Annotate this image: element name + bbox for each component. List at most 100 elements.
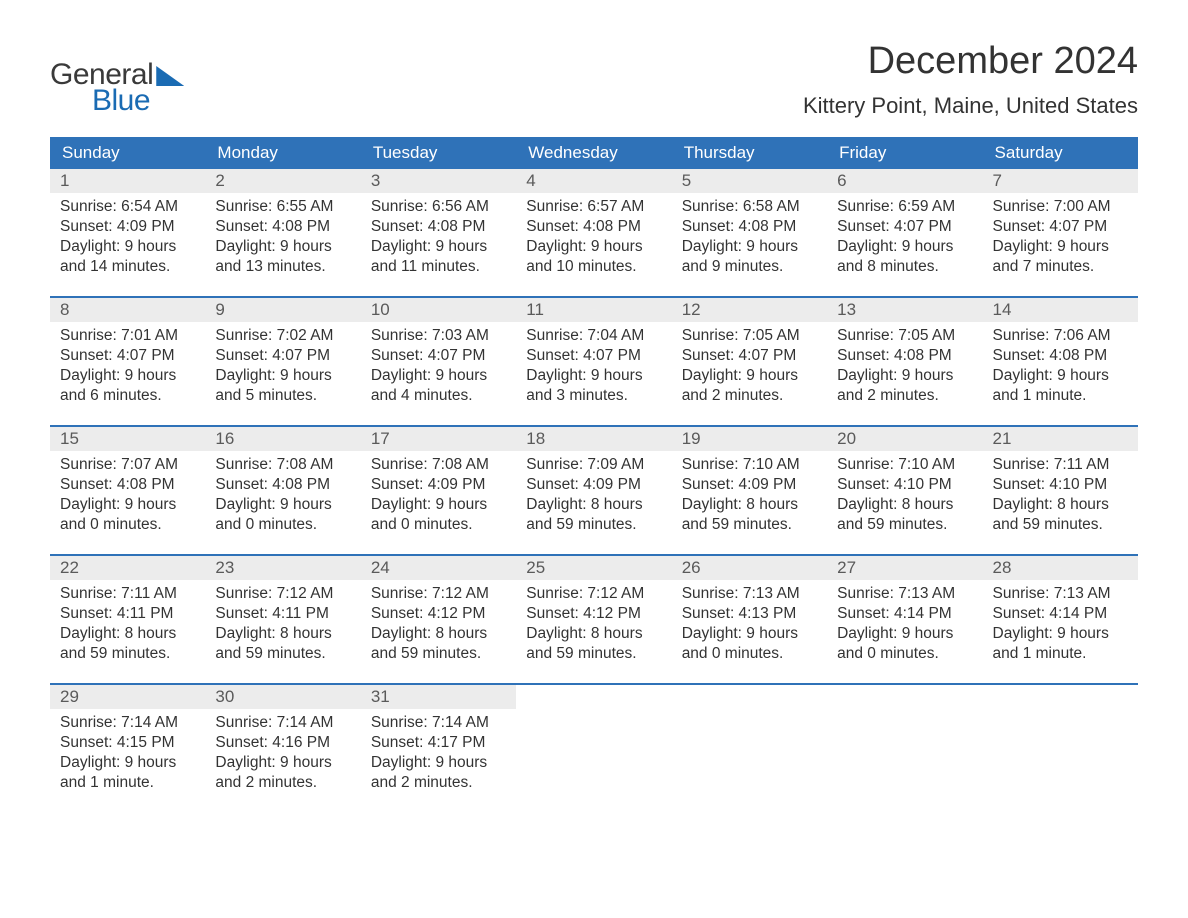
calendar-empty-cell [672, 685, 827, 813]
daylight-line-1: Daylight: 9 hours [215, 753, 350, 773]
calendar-day-cell: 7Sunrise: 7:00 AMSunset: 4:07 PMDaylight… [983, 169, 1138, 297]
day-data: Sunrise: 7:07 AMSunset: 4:08 PMDaylight:… [50, 451, 205, 544]
day-data: Sunrise: 7:03 AMSunset: 4:07 PMDaylight:… [361, 322, 516, 415]
day-data: Sunrise: 7:08 AMSunset: 4:09 PMDaylight:… [361, 451, 516, 544]
day-data: Sunrise: 7:06 AMSunset: 4:08 PMDaylight:… [983, 322, 1138, 415]
daylight-line-1: Daylight: 9 hours [993, 237, 1128, 257]
day-number: 22 [50, 556, 205, 580]
calendar-day-cell: 30Sunrise: 7:14 AMSunset: 4:16 PMDayligh… [205, 685, 360, 813]
sunset-line: Sunset: 4:12 PM [371, 604, 506, 624]
calendar-day-cell: 27Sunrise: 7:13 AMSunset: 4:14 PMDayligh… [827, 556, 982, 684]
sunrise-line: Sunrise: 7:11 AM [60, 584, 195, 604]
calendar-day-cell: 2Sunrise: 6:55 AMSunset: 4:08 PMDaylight… [205, 169, 360, 297]
day-data: Sunrise: 7:13 AMSunset: 4:14 PMDaylight:… [983, 580, 1138, 673]
day-number: 9 [205, 298, 360, 322]
daylight-line-2: and 11 minutes. [371, 257, 506, 277]
day-number: 8 [50, 298, 205, 322]
weekday-header: Monday [205, 137, 360, 169]
sunset-line: Sunset: 4:10 PM [993, 475, 1128, 495]
calendar-week-row: 22Sunrise: 7:11 AMSunset: 4:11 PMDayligh… [50, 556, 1138, 684]
daylight-line-1: Daylight: 8 hours [526, 624, 661, 644]
sunset-line: Sunset: 4:07 PM [371, 346, 506, 366]
day-number: 10 [361, 298, 516, 322]
daylight-line-1: Daylight: 9 hours [993, 624, 1128, 644]
calendar-day-cell: 14Sunrise: 7:06 AMSunset: 4:08 PMDayligh… [983, 298, 1138, 426]
day-data: Sunrise: 7:11 AMSunset: 4:10 PMDaylight:… [983, 451, 1138, 544]
sunset-line: Sunset: 4:11 PM [215, 604, 350, 624]
brand-logo: General Blue [50, 40, 184, 118]
calendar-day-cell: 24Sunrise: 7:12 AMSunset: 4:12 PMDayligh… [361, 556, 516, 684]
calendar-day-cell: 11Sunrise: 7:04 AMSunset: 4:07 PMDayligh… [516, 298, 671, 426]
calendar-day-cell: 29Sunrise: 7:14 AMSunset: 4:15 PMDayligh… [50, 685, 205, 813]
day-number: 27 [827, 556, 982, 580]
sunset-line: Sunset: 4:08 PM [60, 475, 195, 495]
calendar-day-cell: 15Sunrise: 7:07 AMSunset: 4:08 PMDayligh… [50, 427, 205, 555]
daylight-line-1: Daylight: 9 hours [526, 366, 661, 386]
daylight-line-1: Daylight: 9 hours [837, 366, 972, 386]
calendar-day-cell: 25Sunrise: 7:12 AMSunset: 4:12 PMDayligh… [516, 556, 671, 684]
daylight-line-2: and 14 minutes. [60, 257, 195, 277]
day-data: Sunrise: 7:02 AMSunset: 4:07 PMDaylight:… [205, 322, 360, 415]
sunset-line: Sunset: 4:08 PM [215, 475, 350, 495]
calendar-day-cell: 13Sunrise: 7:05 AMSunset: 4:08 PMDayligh… [827, 298, 982, 426]
sunset-line: Sunset: 4:08 PM [371, 217, 506, 237]
calendar-empty-cell [516, 685, 671, 813]
sunset-line: Sunset: 4:08 PM [682, 217, 817, 237]
sunset-line: Sunset: 4:14 PM [837, 604, 972, 624]
sunrise-line: Sunrise: 7:10 AM [682, 455, 817, 475]
day-number: 31 [361, 685, 516, 709]
sunset-line: Sunset: 4:16 PM [215, 733, 350, 753]
day-number: 15 [50, 427, 205, 451]
sunset-line: Sunset: 4:07 PM [682, 346, 817, 366]
day-number: 29 [50, 685, 205, 709]
calendar-day-cell: 28Sunrise: 7:13 AMSunset: 4:14 PMDayligh… [983, 556, 1138, 684]
day-data: Sunrise: 7:14 AMSunset: 4:17 PMDaylight:… [361, 709, 516, 802]
day-data: Sunrise: 7:14 AMSunset: 4:15 PMDaylight:… [50, 709, 205, 802]
day-data: Sunrise: 7:10 AMSunset: 4:09 PMDaylight:… [672, 451, 827, 544]
sunrise-line: Sunrise: 7:12 AM [526, 584, 661, 604]
daylight-line-1: Daylight: 9 hours [371, 366, 506, 386]
page-header: General Blue December 2024 Kittery Point… [50, 40, 1138, 131]
day-data: Sunrise: 7:12 AMSunset: 4:12 PMDaylight:… [361, 580, 516, 673]
day-data: Sunrise: 7:01 AMSunset: 4:07 PMDaylight:… [50, 322, 205, 415]
daylight-line-1: Daylight: 9 hours [371, 753, 506, 773]
sunset-line: Sunset: 4:08 PM [837, 346, 972, 366]
sunset-line: Sunset: 4:07 PM [837, 217, 972, 237]
calendar-day-cell: 26Sunrise: 7:13 AMSunset: 4:13 PMDayligh… [672, 556, 827, 684]
calendar-day-cell: 19Sunrise: 7:10 AMSunset: 4:09 PMDayligh… [672, 427, 827, 555]
sunset-line: Sunset: 4:07 PM [60, 346, 195, 366]
calendar-day-cell: 23Sunrise: 7:12 AMSunset: 4:11 PMDayligh… [205, 556, 360, 684]
day-number: 17 [361, 427, 516, 451]
sunrise-line: Sunrise: 7:08 AM [371, 455, 506, 475]
daylight-line-2: and 10 minutes. [526, 257, 661, 277]
daylight-line-2: and 59 minutes. [993, 515, 1128, 535]
daylight-line-2: and 6 minutes. [60, 386, 195, 406]
day-number: 11 [516, 298, 671, 322]
day-data: Sunrise: 6:55 AMSunset: 4:08 PMDaylight:… [205, 193, 360, 286]
daylight-line-1: Daylight: 9 hours [215, 495, 350, 515]
calendar-day-cell: 5Sunrise: 6:58 AMSunset: 4:08 PMDaylight… [672, 169, 827, 297]
calendar-day-cell: 6Sunrise: 6:59 AMSunset: 4:07 PMDaylight… [827, 169, 982, 297]
daylight-line-2: and 4 minutes. [371, 386, 506, 406]
day-data: Sunrise: 7:04 AMSunset: 4:07 PMDaylight:… [516, 322, 671, 415]
day-number: 19 [672, 427, 827, 451]
day-data: Sunrise: 7:13 AMSunset: 4:14 PMDaylight:… [827, 580, 982, 673]
daylight-line-2: and 1 minute. [993, 644, 1128, 664]
sunset-line: Sunset: 4:14 PM [993, 604, 1128, 624]
day-data: Sunrise: 6:57 AMSunset: 4:08 PMDaylight:… [516, 193, 671, 286]
day-data: Sunrise: 7:10 AMSunset: 4:10 PMDaylight:… [827, 451, 982, 544]
day-data: Sunrise: 7:12 AMSunset: 4:12 PMDaylight:… [516, 580, 671, 673]
daylight-line-1: Daylight: 9 hours [682, 624, 817, 644]
day-number: 24 [361, 556, 516, 580]
day-number: 30 [205, 685, 360, 709]
month-title: December 2024 [803, 40, 1138, 83]
daylight-line-1: Daylight: 9 hours [60, 237, 195, 257]
sunset-line: Sunset: 4:11 PM [60, 604, 195, 624]
day-number: 25 [516, 556, 671, 580]
daylight-line-2: and 0 minutes. [837, 644, 972, 664]
sunset-line: Sunset: 4:07 PM [993, 217, 1128, 237]
calendar-week-row: 15Sunrise: 7:07 AMSunset: 4:08 PMDayligh… [50, 427, 1138, 555]
daylight-line-2: and 2 minutes. [371, 773, 506, 793]
day-number: 26 [672, 556, 827, 580]
day-number: 1 [50, 169, 205, 193]
